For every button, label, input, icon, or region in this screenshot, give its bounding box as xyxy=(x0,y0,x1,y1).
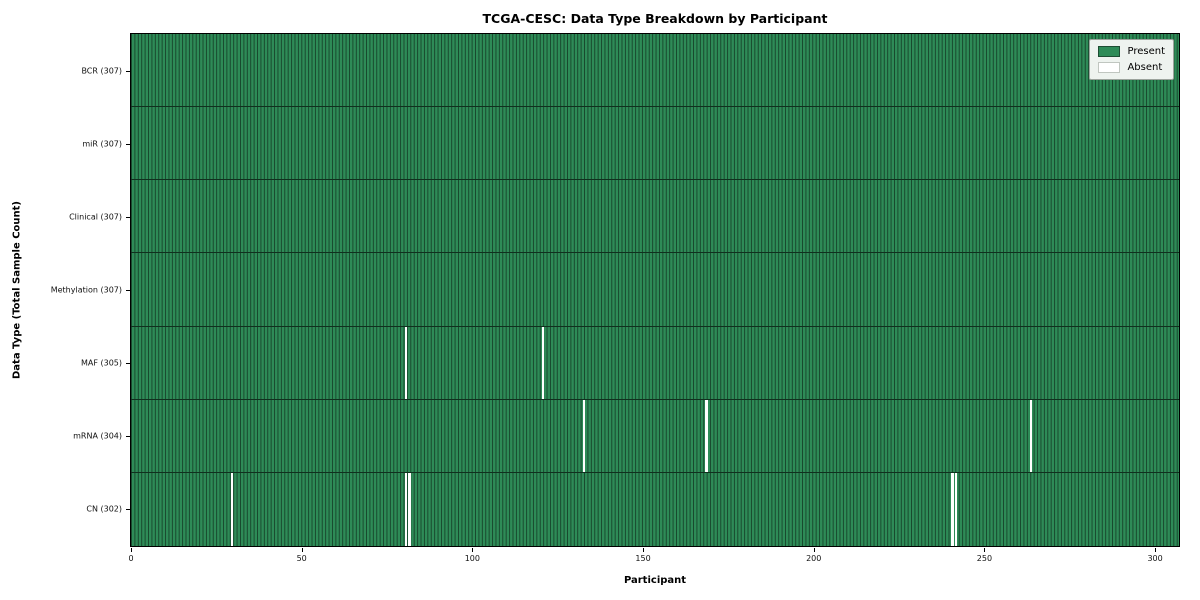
y-tick-label: CN (302) xyxy=(86,504,122,514)
absent-bar xyxy=(408,472,411,546)
x-tick-label: 300 xyxy=(1147,554,1163,563)
x-tick-label: 0 xyxy=(128,554,134,563)
heatmap-row-mir xyxy=(131,107,1179,181)
y-tick-mark xyxy=(126,143,130,145)
y-tick-label: BCR (307) xyxy=(81,66,122,76)
y-tick-mark xyxy=(126,509,130,511)
legend-label: Present xyxy=(1127,46,1165,57)
heatmap-row-maf xyxy=(131,326,1179,400)
y-tick-mark xyxy=(126,290,130,291)
absent-bar xyxy=(954,472,958,546)
y-tick-label: mRNA (304) xyxy=(73,431,122,441)
x-tick-label: 150 xyxy=(635,554,651,563)
x-tick-label: 100 xyxy=(464,554,480,563)
y-tick-mark xyxy=(126,436,130,438)
y-tick-mark xyxy=(126,216,130,218)
absent-bar xyxy=(582,399,585,472)
x-axis-label: Participant xyxy=(623,575,687,586)
heatmap-row-bcr xyxy=(131,34,1179,108)
y-axis-label: Data Type (Total Sample Count) xyxy=(11,200,23,380)
heatmap-row-mrna xyxy=(131,399,1179,473)
chart-title: TCGA-CESC: Data Type Breakdown by Partic… xyxy=(482,11,828,26)
legend-item-absent: Absent xyxy=(1098,62,1165,73)
x-tick-mark xyxy=(813,548,815,552)
x-tick-label: 200 xyxy=(806,554,822,563)
legend-label: Absent xyxy=(1127,62,1163,73)
x-tick-mark xyxy=(1155,548,1157,552)
heatmap-row-methylation xyxy=(131,253,1179,327)
x-tick-mark xyxy=(472,548,474,552)
absent-bar xyxy=(541,326,545,399)
x-tick-label: 250 xyxy=(976,554,993,563)
x-tick-mark xyxy=(643,548,645,552)
x-tick-label: 50 xyxy=(296,554,307,563)
heatmap-row-clinical xyxy=(131,180,1179,254)
x-tick-mark xyxy=(301,548,303,552)
absent-bar xyxy=(230,472,234,546)
absent-bar xyxy=(1029,399,1033,472)
x-tick-mark xyxy=(131,548,132,552)
absent-bar xyxy=(705,399,708,472)
legend-swatch-absent xyxy=(1098,62,1121,73)
y-tick-label: miR (307) xyxy=(82,139,122,149)
y-tick-label: Methylation (307) xyxy=(50,285,122,295)
x-tick-mark xyxy=(984,548,986,552)
legend: Present Absent xyxy=(1089,39,1174,80)
plot-area: Present Absent xyxy=(130,33,1180,547)
y-tick-label: Clinical (307) xyxy=(69,212,122,222)
absent-bar xyxy=(404,472,408,546)
heatmap-rows xyxy=(131,34,1179,546)
absent-bar xyxy=(404,326,408,399)
y-tick-mark xyxy=(126,363,130,365)
y-tick-label: MAF (305) xyxy=(80,358,122,368)
legend-item-present: Present xyxy=(1098,46,1165,57)
heatmap-row-cn xyxy=(131,472,1179,546)
legend-swatch-present xyxy=(1098,46,1121,57)
absent-bar xyxy=(951,472,954,546)
y-tick-mark xyxy=(126,70,130,72)
